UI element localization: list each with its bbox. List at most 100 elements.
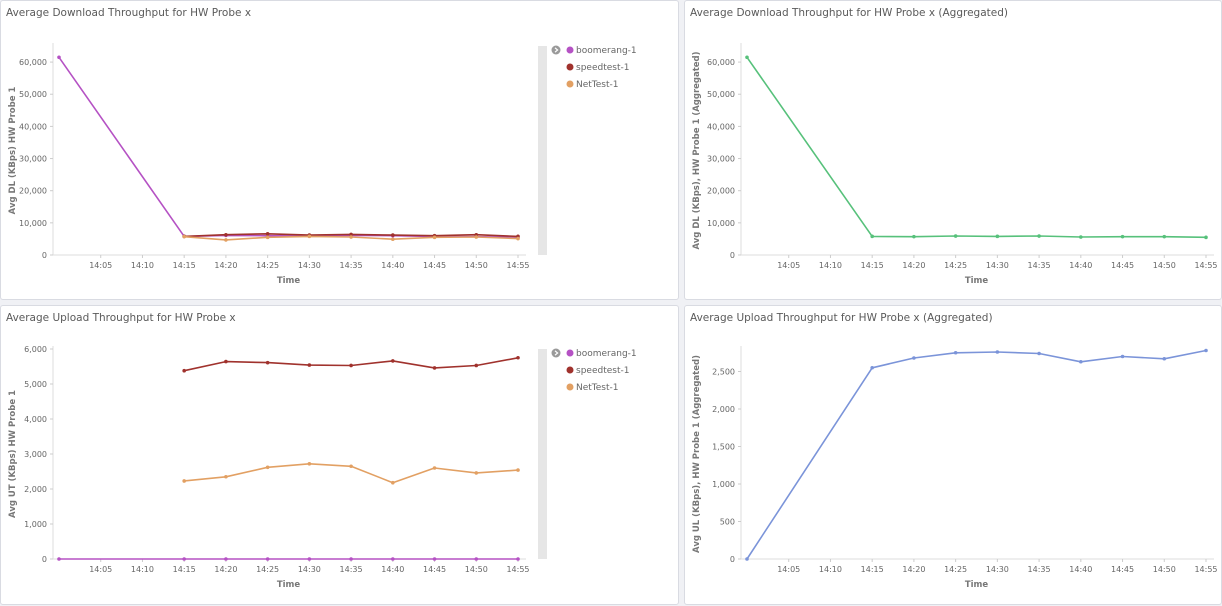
x-tick-label: 14:45: [423, 261, 446, 270]
panel-title: Average Upload Throughput for HW Probe x…: [690, 312, 993, 324]
y-tick-label: 20,000: [707, 187, 735, 196]
data-point: [265, 557, 270, 561]
chevron-right-icon: [554, 47, 559, 53]
legend-scrollbar[interactable]: [538, 46, 547, 255]
series-NetTest-1: [182, 462, 520, 485]
x-tick-label: 14:25: [256, 261, 279, 270]
panel-upload-throughput-aggregated: Average Upload Throughput for HW Probe x…: [684, 305, 1222, 605]
y-tick-label: 50,000: [707, 90, 735, 99]
data-point: [224, 359, 228, 364]
x-tick-label: 14:05: [89, 261, 112, 270]
data-point: [870, 365, 874, 370]
data-point: [349, 464, 353, 469]
y-tick-label: 1,500: [712, 443, 735, 452]
data-point: [1162, 234, 1167, 239]
y-tick-label: 0: [42, 555, 47, 564]
legend-item-speedtest-1[interactable]: speedtest-1: [566, 366, 630, 376]
y-tick-label: 60,000: [19, 58, 47, 67]
series-line: [746, 56, 1207, 239]
y-tick-label: 0: [730, 555, 735, 564]
y-tick-label: 1,000: [712, 480, 735, 489]
series-aggregated-1: [745, 55, 1208, 240]
y-axis-title: Avg UL (KBps), HW Probe 1 (Aggregated): [692, 355, 702, 553]
data-point: [224, 474, 228, 479]
panel-download-throughput: Average Download Throughput for HW Probe…: [0, 0, 679, 300]
download-throughput-aggregated-chart: 0 10,000 20,000 30,000 40,000 50,000 60,000 14:…: [692, 43, 1218, 286]
data-point: [745, 55, 749, 60]
data-point: [224, 557, 228, 561]
legend-swatch: [566, 383, 574, 391]
x-tick-label: 14:15: [861, 565, 884, 574]
data-point: [995, 234, 1000, 239]
data-point: [474, 235, 479, 239]
x-tick-label: 14:50: [465, 565, 488, 574]
data-point: [182, 368, 186, 373]
legend-label: boomerang-1: [576, 349, 637, 359]
legend-item-NetTest-1[interactable]: NetTest-1: [566, 383, 619, 393]
data-point: [432, 235, 437, 240]
x-axis-title: Time: [277, 276, 301, 286]
y-tick-label: 10,000: [707, 219, 735, 228]
data-point: [224, 232, 228, 237]
x-tick-label: 14:55: [1194, 261, 1217, 270]
y-tick-label: 0: [730, 251, 735, 260]
data-point: [182, 234, 186, 239]
series-NetTest-1: [182, 234, 520, 242]
data-point: [516, 236, 520, 241]
data-point: [182, 557, 186, 561]
chevron-right-circle-icon: [551, 348, 561, 358]
panel-title: Average Upload Throughput for HW Probe x: [6, 312, 236, 324]
download-throughput-chart: 0 10,000 20,000 30,000 40,000 50,000 60,000 14:…: [8, 43, 637, 286]
y-tick-label: 2,000: [24, 485, 47, 494]
x-tick-label: 14:20: [902, 261, 925, 270]
panel-title: Average Download Throughput for HW Probe…: [690, 7, 1008, 19]
data-point: [391, 557, 395, 561]
x-tick-label: 14:35: [340, 261, 363, 270]
legend-item-boomerang-1[interactable]: boomerang-1: [566, 349, 637, 359]
series-aggregated-3: [745, 348, 1208, 561]
x-tick-label: 14:35: [1028, 261, 1051, 270]
chevron-right-circle-icon: [551, 45, 561, 55]
data-point: [1204, 348, 1208, 353]
data-point: [474, 557, 479, 561]
data-point: [307, 363, 312, 367]
data-point: [1079, 235, 1083, 239]
x-tick-label: 14:30: [986, 261, 1009, 270]
legend-item-NetTest-1[interactable]: NetTest-1: [566, 80, 619, 90]
legend-scrollbar[interactable]: [538, 349, 547, 559]
y-axis-title: Avg UT (KBps) HW Probe 1: [8, 390, 18, 518]
x-tick-label: 14:10: [131, 261, 154, 270]
y-tick-label: 2,500: [712, 368, 735, 377]
x-tick-label: 14:15: [173, 261, 196, 270]
data-point: [349, 363, 353, 368]
x-tick-label: 14:10: [819, 565, 842, 574]
data-point: [391, 237, 395, 242]
x-tick-label: 14:30: [298, 565, 321, 574]
x-tick-label: 14:45: [1111, 261, 1134, 270]
series-boomerang-1: [57, 557, 520, 561]
data-point: [995, 350, 1000, 354]
x-tick-label: 14:55: [506, 261, 529, 270]
legend-swatch: [566, 366, 574, 374]
data-point: [391, 359, 395, 363]
data-point: [182, 479, 186, 483]
data-point: [391, 233, 395, 237]
legend-label: speedtest-1: [576, 366, 629, 376]
data-point: [953, 234, 958, 238]
x-tick-label: 14:55: [506, 565, 529, 574]
x-tick-label: 14:10: [819, 261, 842, 270]
legend-item-speedtest-1[interactable]: speedtest-1: [566, 63, 630, 73]
legend-item-boomerang-1[interactable]: boomerang-1: [566, 46, 637, 56]
y-tick-label: 0: [42, 251, 47, 260]
legend-toggle-icon[interactable]: [551, 45, 561, 55]
x-tick-label: 14:50: [1153, 261, 1176, 270]
x-tick-label: 14:25: [944, 261, 967, 270]
data-point: [265, 231, 270, 236]
data-point: [307, 462, 312, 466]
legend-toggle-icon[interactable]: [551, 348, 561, 358]
data-point: [1120, 354, 1125, 359]
y-tick-label: 2,000: [712, 405, 735, 414]
panel-upload-throughput: Average Upload Throughput for HW Probe x…: [0, 305, 679, 605]
x-tick-label: 14:15: [861, 261, 884, 270]
legend-swatch: [566, 349, 574, 357]
